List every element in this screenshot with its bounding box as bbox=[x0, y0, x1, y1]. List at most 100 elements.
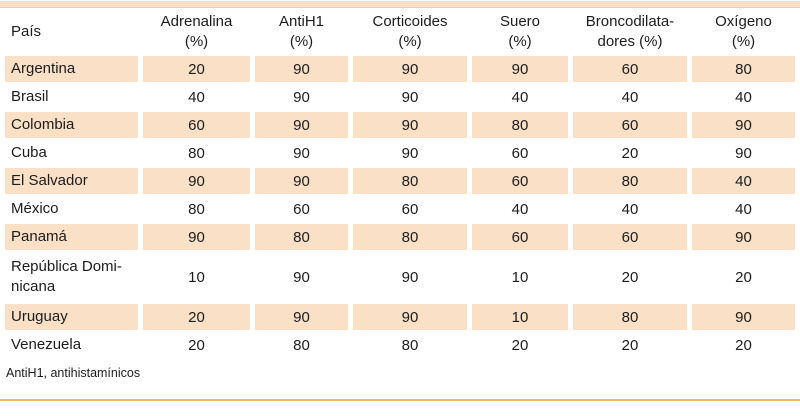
col-header-line: (%) bbox=[731, 33, 756, 50]
col-header-line: (%) bbox=[184, 33, 209, 50]
value-cell: 90 bbox=[293, 268, 310, 286]
value-cell: 90 bbox=[255, 112, 348, 138]
col-header-broncodilatadores: Broncodilata- dores (%) bbox=[573, 10, 687, 54]
value-cell: 20 bbox=[621, 336, 639, 354]
value-cell: 80 bbox=[573, 304, 687, 330]
country-cell: México bbox=[11, 200, 59, 217]
value-cell: 90 bbox=[143, 224, 250, 250]
data-table: País Adrenalina (%) AntiH1 (%) Corticoid… bbox=[0, 8, 800, 360]
col-header-line: AntiH1 bbox=[278, 13, 325, 30]
value-cell: 80 bbox=[472, 112, 568, 138]
value-cell: 90 bbox=[401, 268, 419, 286]
country-cell: Panamá bbox=[5, 224, 138, 250]
value-cell: 10 bbox=[188, 268, 205, 286]
value-cell: 80 bbox=[188, 200, 205, 218]
value-cell: 40 bbox=[692, 168, 795, 194]
value-cell: 90 bbox=[353, 304, 467, 330]
table-row-brasil: Brasil 40 90 90 40 40 40 bbox=[5, 84, 795, 110]
value-cell: 80 bbox=[692, 56, 795, 82]
table-row-uruguay: Uruguay 20 90 90 10 80 90 bbox=[5, 304, 795, 330]
col-header-corticoides: Corticoides (%) bbox=[353, 10, 467, 54]
bottom-rule bbox=[0, 399, 800, 401]
col-header-line: Suero bbox=[499, 13, 541, 30]
col-header-line: Corticoides bbox=[372, 13, 448, 30]
table-row-republica-dominicana: República Domi- nicana 10 90 90 10 20 20 bbox=[5, 252, 795, 302]
value-cell: 90 bbox=[255, 56, 348, 82]
value-cell: 60 bbox=[401, 200, 419, 218]
value-cell: 80 bbox=[353, 224, 467, 250]
value-cell: 90 bbox=[293, 88, 310, 106]
value-cell: 90 bbox=[692, 224, 795, 250]
value-cell: 20 bbox=[735, 336, 752, 354]
value-cell: 20 bbox=[511, 336, 529, 354]
col-header-line: (%) bbox=[289, 33, 314, 50]
country-cell: República Domi- nicana bbox=[11, 258, 122, 295]
value-cell: 90 bbox=[143, 168, 250, 194]
value-cell: 40 bbox=[511, 88, 529, 106]
table-row-el-salvador: El Salvador 90 90 80 60 80 40 bbox=[5, 168, 795, 194]
value-cell: 10 bbox=[472, 304, 568, 330]
value-cell: 90 bbox=[353, 112, 467, 138]
value-cell: 40 bbox=[621, 88, 639, 106]
value-cell: 90 bbox=[401, 88, 419, 106]
footnote: AntiH1, antihistamínicos bbox=[6, 366, 141, 380]
col-header-line: dores (%) bbox=[597, 33, 663, 50]
country-cell: Argentina bbox=[5, 56, 138, 82]
value-cell: 60 bbox=[143, 112, 250, 138]
value-cell: 20 bbox=[188, 336, 205, 354]
table-row-argentina: Argentina 20 90 90 90 60 80 bbox=[5, 56, 795, 82]
value-cell: 60 bbox=[472, 168, 568, 194]
col-header-antih1: AntiH1 (%) bbox=[255, 10, 348, 54]
value-cell: 90 bbox=[255, 304, 348, 330]
value-cell: 80 bbox=[401, 336, 419, 354]
value-cell: 40 bbox=[735, 88, 752, 106]
value-cell: 80 bbox=[573, 168, 687, 194]
header-row: País Adrenalina (%) AntiH1 (%) Corticoid… bbox=[5, 10, 795, 54]
value-cell: 40 bbox=[511, 200, 529, 218]
value-cell: 60 bbox=[573, 224, 687, 250]
country-cell: El Salvador bbox=[5, 168, 138, 194]
table-row-colombia: Colombia 60 90 90 80 60 90 bbox=[5, 112, 795, 138]
table-row-venezuela: Venezuela 20 80 80 20 20 20 bbox=[5, 332, 795, 358]
value-cell: 20 bbox=[735, 268, 752, 286]
value-cell: 90 bbox=[293, 144, 310, 162]
table-row-mexico: México 80 60 60 40 40 40 bbox=[5, 196, 795, 222]
value-cell: 80 bbox=[255, 224, 348, 250]
col-header-adrenalina: Adrenalina (%) bbox=[143, 10, 250, 54]
value-cell: 60 bbox=[511, 144, 529, 162]
table-row-panama: Panamá 90 80 80 60 60 90 bbox=[5, 224, 795, 250]
value-cell: 60 bbox=[293, 200, 310, 218]
value-cell: 40 bbox=[621, 200, 639, 218]
value-cell: 20 bbox=[621, 144, 639, 162]
top-accent-bar bbox=[0, 1, 800, 8]
table-row-cuba: Cuba 80 90 90 60 20 90 bbox=[5, 140, 795, 166]
value-cell: 80 bbox=[293, 336, 310, 354]
value-cell: 90 bbox=[353, 56, 467, 82]
col-header-line: (%) bbox=[508, 33, 532, 50]
col-header-suero: Suero (%) bbox=[472, 10, 568, 54]
value-cell: 10 bbox=[511, 268, 529, 286]
value-cell: 20 bbox=[143, 56, 250, 82]
value-cell: 60 bbox=[472, 224, 568, 250]
country-cell: Cuba bbox=[11, 144, 47, 161]
value-cell: 20 bbox=[143, 304, 250, 330]
value-cell: 60 bbox=[573, 112, 687, 138]
col-header-line: Adrenalina bbox=[160, 13, 233, 30]
country-cell: Venezuela bbox=[11, 336, 82, 353]
col-header-pais: País bbox=[11, 23, 42, 40]
value-cell: 90 bbox=[472, 56, 568, 82]
col-header-oxigeno: Oxígeno (%) bbox=[692, 10, 795, 54]
value-cell: 40 bbox=[188, 88, 205, 106]
value-cell: 90 bbox=[401, 144, 419, 162]
value-cell: 20 bbox=[621, 268, 639, 286]
value-cell: 90 bbox=[692, 304, 795, 330]
col-header-line: Broncodilata- bbox=[585, 13, 675, 30]
country-cell: Colombia bbox=[5, 112, 138, 138]
value-cell: 90 bbox=[735, 144, 752, 162]
country-cell: Brasil bbox=[11, 88, 49, 105]
value-cell: 80 bbox=[188, 144, 205, 162]
value-cell: 90 bbox=[255, 168, 348, 194]
col-header-line: Oxígeno bbox=[715, 13, 772, 30]
col-header-line: (%) bbox=[398, 33, 422, 50]
